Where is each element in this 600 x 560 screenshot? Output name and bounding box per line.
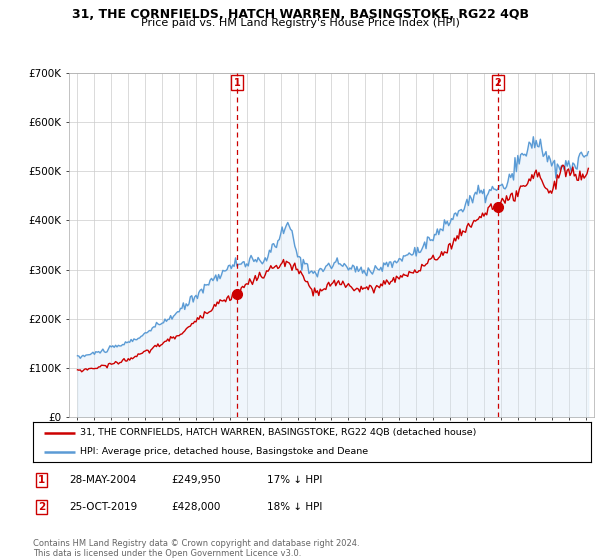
Text: 31, THE CORNFIELDS, HATCH WARREN, BASINGSTOKE, RG22 4QB (detached house): 31, THE CORNFIELDS, HATCH WARREN, BASING… [80,428,477,437]
Text: Contains HM Land Registry data © Crown copyright and database right 2024.
This d: Contains HM Land Registry data © Crown c… [33,539,359,558]
Text: 28-MAY-2004: 28-MAY-2004 [69,475,136,485]
Text: £428,000: £428,000 [171,502,220,512]
Text: 18% ↓ HPI: 18% ↓ HPI [267,502,322,512]
Text: £249,950: £249,950 [171,475,221,485]
Text: Price paid vs. HM Land Registry's House Price Index (HPI): Price paid vs. HM Land Registry's House … [140,18,460,29]
Text: 25-OCT-2019: 25-OCT-2019 [69,502,137,512]
Text: 2: 2 [38,502,45,512]
Text: 2: 2 [494,78,501,87]
Text: 1: 1 [38,475,45,485]
Text: 31, THE CORNFIELDS, HATCH WARREN, BASINGSTOKE, RG22 4QB: 31, THE CORNFIELDS, HATCH WARREN, BASING… [71,8,529,21]
Text: HPI: Average price, detached house, Basingstoke and Deane: HPI: Average price, detached house, Basi… [80,447,368,456]
Text: 17% ↓ HPI: 17% ↓ HPI [267,475,322,485]
Text: 1: 1 [233,78,240,87]
